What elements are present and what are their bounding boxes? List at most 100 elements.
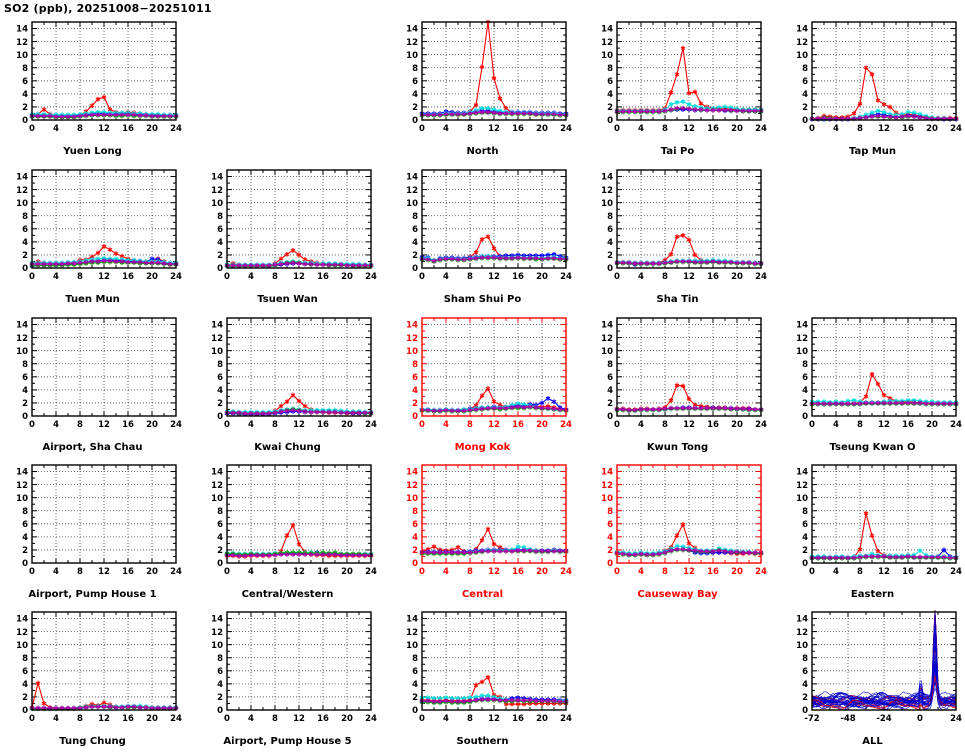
y-tick-label: 8 [802, 360, 808, 370]
x-tick-label: 8 [77, 272, 83, 282]
y-tick-label: 6 [607, 373, 613, 383]
x-tick-label: 12 [98, 420, 110, 430]
y-tick-label: 12 [406, 481, 418, 491]
y-tick-label: 2 [607, 251, 613, 261]
y-tick-label: 6 [802, 667, 808, 677]
x-tick-label: 0 [419, 420, 425, 430]
x-tick-label: 4 [638, 567, 644, 577]
panel-yuen-long: 0 2 4 6 8 10 12 14 0 4 8 12 16 20 24 Yuen Long [0, 10, 185, 158]
y-tick-label: 12 [16, 481, 28, 491]
y-tick-label: 10 [211, 199, 223, 209]
y-tick-label: 12 [211, 481, 223, 491]
x-tick-label: 8 [857, 420, 863, 430]
y-tick-label: 6 [217, 373, 223, 383]
y-tick-label: 4 [607, 238, 613, 248]
y-tick-label: 0 [802, 559, 808, 569]
panel-tsuen-wan: 0 2 4 6 8 10 12 14 0 4 8 12 16 20 24 Tsuen Wan [195, 158, 380, 306]
y-tick-label: 4 [217, 533, 223, 543]
y-tick-label: 10 [211, 347, 223, 357]
x-tick-label: 4 [248, 420, 254, 430]
x-tick-label: 0 [809, 124, 815, 134]
y-tick-label: 10 [601, 347, 613, 357]
y-tick-label: 2 [607, 546, 613, 556]
x-tick-label: 8 [662, 272, 668, 282]
y-tick-label: 12 [16, 38, 28, 48]
x-tick-label: 4 [248, 567, 254, 577]
panel-eastern: 0 2 4 6 8 10 12 14 0 4 8 12 16 20 24 Eastern [780, 453, 965, 601]
y-tick-label: 14 [16, 321, 28, 331]
x-tick-label: 20 [146, 420, 158, 430]
x-tick-label: 24 [560, 420, 572, 430]
x-tick-label: 24 [560, 567, 572, 577]
x-tick-label: 8 [467, 272, 473, 282]
y-tick-label: 4 [412, 90, 418, 100]
panel-caption: Tsuen Wan [257, 294, 318, 305]
y-tick-label: 0 [412, 706, 418, 716]
y-tick-label: 0 [412, 116, 418, 126]
x-tick-label: 24 [950, 124, 962, 134]
y-tick-label: 4 [412, 386, 418, 396]
y-tick-label: 0 [607, 116, 613, 126]
y-tick-label: 10 [16, 347, 28, 357]
x-tick-label: 12 [488, 272, 500, 282]
y-tick-label: 4 [412, 680, 418, 690]
y-tick-label: 6 [22, 520, 28, 530]
x-tick-label: 16 [122, 714, 134, 724]
x-tick-label: 16 [512, 567, 524, 577]
panel-caption: Sham Shui Po [443, 294, 522, 305]
x-tick-label: 0 [419, 272, 425, 282]
panel-southern: 0 2 4 6 8 10 12 14 0 4 8 12 16 20 24 Southern [390, 600, 575, 748]
y-tick-label: 0 [412, 412, 418, 422]
x-tick-label: 24 [170, 714, 182, 724]
y-tick-label: 0 [802, 412, 808, 422]
y-tick-label: 12 [16, 186, 28, 196]
x-tick-label: 4 [638, 272, 644, 282]
x-tick-label: 12 [683, 124, 695, 134]
y-tick-label: 0 [412, 264, 418, 274]
y-tick-label: 0 [22, 116, 28, 126]
x-tick-label: 8 [272, 714, 278, 724]
y-tick-label: 4 [802, 90, 808, 100]
x-tick-label: 20 [341, 714, 353, 724]
y-tick-label: 2 [412, 103, 418, 113]
x-tick-label: 12 [683, 272, 695, 282]
x-tick-label: 4 [443, 567, 449, 577]
panel-blank [195, 10, 380, 158]
x-tick-label: 8 [467, 567, 473, 577]
panel-sham-shui-po: 0 2 4 6 8 10 12 14 0 4 8 12 16 20 24 Sham Shui Po [390, 158, 575, 306]
y-tick-label: 10 [796, 51, 808, 61]
panel-all: 0 2 4 6 8 10 12 14 -72 -48 -24 0 24 ALL [780, 600, 965, 748]
y-tick-label: 8 [217, 507, 223, 517]
x-tick-label: 8 [662, 124, 668, 134]
x-tick-label: 12 [878, 567, 890, 577]
x-tick-label: 20 [536, 420, 548, 430]
x-tick-label: 24 [950, 420, 962, 430]
y-tick-label: 6 [412, 77, 418, 87]
y-tick-label: 4 [217, 386, 223, 396]
panel-caption: Mong Kok [454, 442, 511, 453]
y-tick-label: 10 [406, 199, 418, 209]
panel-caption: Kwai Chung [254, 442, 321, 453]
panel-caption: Southern [456, 736, 509, 747]
panel-airport-pump-house-1: 0 2 4 6 8 10 12 14 0 4 8 12 16 20 24 Airport, Pump Hous… [0, 453, 185, 601]
panel-kwun-tong: 0 2 4 6 8 10 12 14 0 4 8 12 16 20 24 Kwun Tong [585, 306, 770, 454]
y-tick-label: 8 [22, 64, 28, 74]
y-tick-label: 0 [217, 706, 223, 716]
x-tick-label: -24 [876, 714, 891, 724]
y-tick-label: 14 [601, 468, 613, 478]
y-tick-label: 2 [802, 399, 808, 409]
y-tick-label: 6 [412, 373, 418, 383]
x-tick-label: 20 [731, 420, 743, 430]
y-tick-label: 12 [16, 628, 28, 638]
y-tick-label: 8 [802, 64, 808, 74]
x-tick-label: 0 [419, 124, 425, 134]
x-tick-label: 20 [536, 567, 548, 577]
x-tick-label: 12 [98, 272, 110, 282]
x-tick-label: 16 [317, 567, 329, 577]
y-tick-label: 12 [601, 186, 613, 196]
x-tick-label: 24 [755, 124, 767, 134]
x-tick-label: 0 [224, 420, 230, 430]
